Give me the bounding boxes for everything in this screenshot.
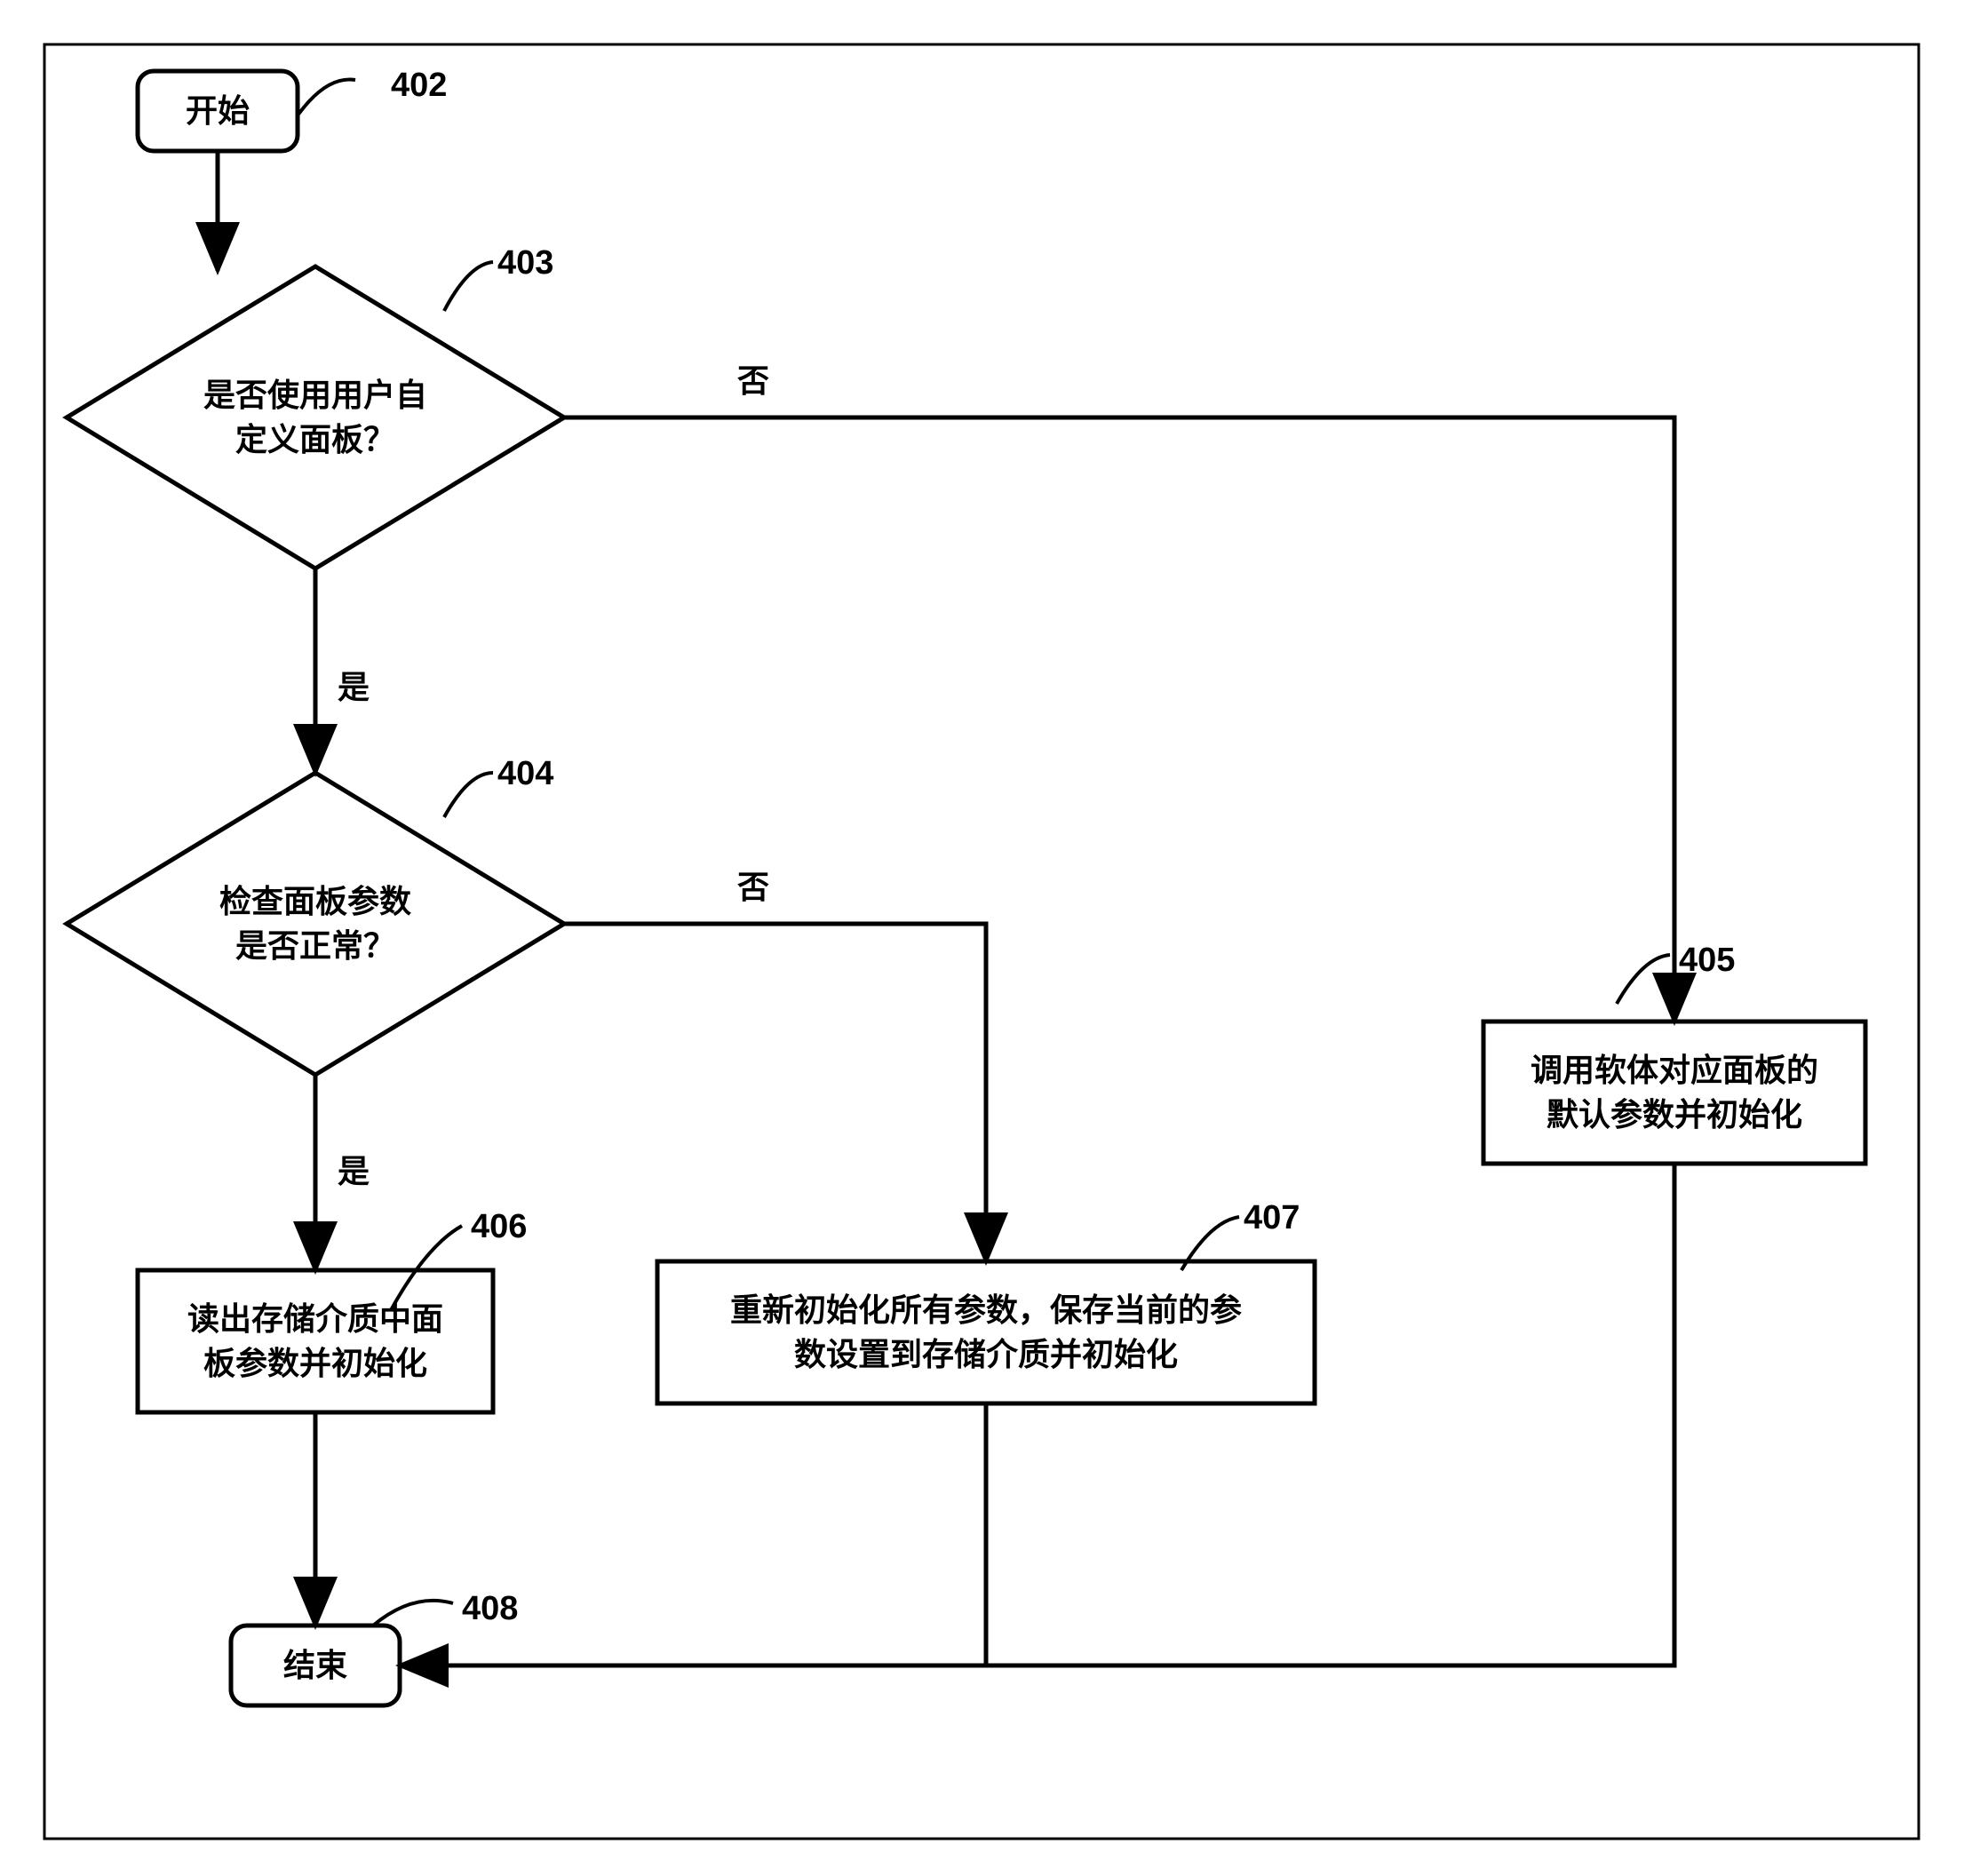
id-label-403: 403 [497,244,553,282]
node-404: 检查面板参数是否正常？ [67,773,564,1075]
id-label-406: 406 [471,1208,527,1246]
node-405: 调用软体对应面板的默认参数并初始化 [1483,1021,1865,1164]
branch-label-403_no: 否 [737,355,769,401]
branch-label-404_no: 否 [737,862,769,908]
id-label-405: 405 [1679,942,1735,980]
branch-label-403_yes: 是 [338,662,370,708]
id-label-408: 408 [462,1590,518,1628]
id-label-404: 404 [497,755,553,793]
node-403: 是否使用用户自定义面板？ [67,266,564,568]
node-402: 开始 [138,71,298,151]
node-408: 结束 [231,1626,400,1705]
node-406: 读出存储介质中面板参数并初始化 [138,1270,493,1412]
id-label-402: 402 [391,67,447,105]
id-label-407: 407 [1244,1199,1300,1237]
node-407: 重新初始化所有参数，保存当前的参数设置到存储介质并初始化 [657,1261,1315,1403]
branch-label-404_yes: 是 [338,1146,370,1192]
